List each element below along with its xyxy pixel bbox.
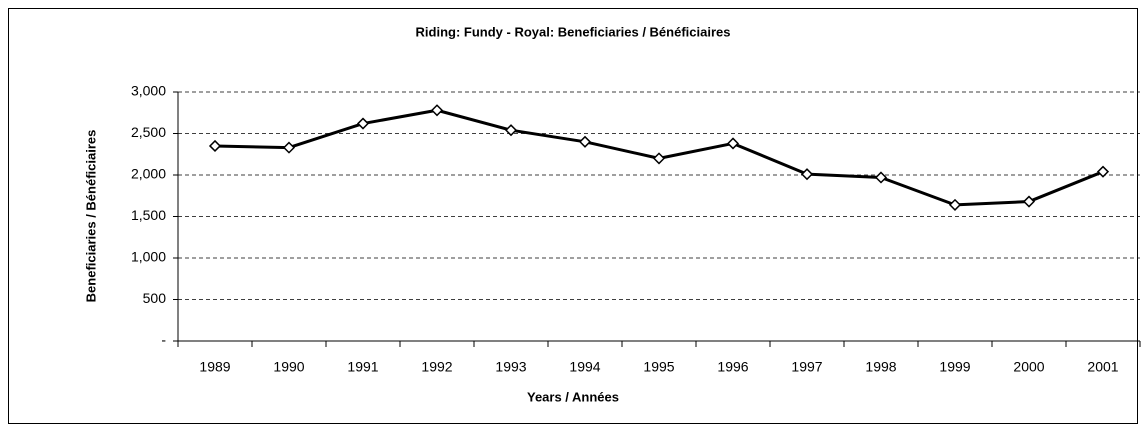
y-tick-label: 1,500: [131, 207, 166, 223]
x-tick-label: 1990: [273, 359, 304, 375]
marker: [652, 152, 666, 165]
y-tick-label: 2,000: [131, 166, 166, 182]
x-tick-label: 2001: [1087, 359, 1118, 375]
x-tick-label: 1999: [939, 359, 970, 375]
x-tick-label: 1996: [717, 359, 748, 375]
marker: [948, 198, 962, 211]
marker: [504, 124, 518, 137]
marker: [578, 135, 592, 148]
marker: [1022, 195, 1036, 208]
marker: [800, 168, 814, 181]
y-tick-label: 1,000: [131, 249, 166, 265]
y-tick-label: 3,000: [131, 83, 166, 99]
x-tick-label: 1993: [495, 359, 526, 375]
chart-title: Riding: Fundy - Royal: Beneficiaries / B…: [416, 24, 731, 39]
marker: [208, 139, 222, 153]
x-tick-label: 1989: [199, 359, 230, 375]
marker: [726, 137, 740, 150]
x-tick-label: 1992: [421, 359, 452, 375]
marker: [1096, 165, 1110, 178]
x-tick-label: 1994: [569, 359, 600, 375]
x-tick-label: 1995: [643, 359, 674, 375]
x-tick-label: 2000: [1013, 359, 1044, 375]
y-tick-label: -: [161, 332, 166, 348]
chart-border: [8, 8, 1138, 424]
y-tick-label: 500: [143, 290, 167, 306]
y-axis-label: Beneficiaries / Bénéficiaires: [83, 130, 98, 303]
x-axis-label: Years / Années: [527, 389, 619, 404]
marker: [356, 117, 370, 130]
x-tick-label: 1998: [865, 359, 896, 375]
marker: [430, 104, 444, 117]
x-tick-label: 1997: [791, 359, 822, 375]
x-tick-label: 1991: [347, 359, 378, 375]
marker: [282, 141, 296, 154]
marker: [874, 171, 888, 184]
y-tick-label: 2,500: [131, 124, 166, 140]
